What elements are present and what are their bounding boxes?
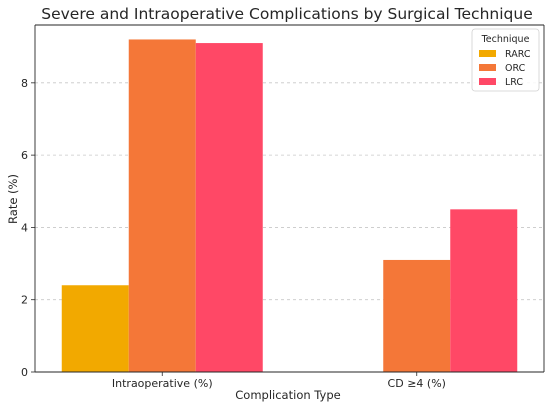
chart-title: Severe and Intraoperative Complications … <box>41 5 532 23</box>
legend: Technique RARC ORC LRC <box>471 28 540 92</box>
legend-box <box>471 28 540 92</box>
legend-swatch-lrc <box>479 78 496 85</box>
bar-rarc <box>61 285 129 372</box>
x-ticks: Intraoperative (%) CD ≥4 (%) <box>112 372 446 390</box>
x-tick-label: CD ≥4 (%) <box>388 377 446 390</box>
legend-label-rarc: RARC <box>505 49 531 60</box>
y-tick-label: 8 <box>21 77 28 90</box>
legend-label-orc: ORC <box>505 63 526 74</box>
y-axis-label: Rate (%) <box>6 174 20 224</box>
y-tick-label: 4 <box>21 221 28 234</box>
bars <box>61 39 518 373</box>
axes <box>34 24 545 373</box>
x-tick-label: Intraoperative (%) <box>112 377 213 390</box>
bar-orc <box>383 259 451 372</box>
legend-label-lrc: LRC <box>505 77 523 88</box>
legend-swatch-rarc <box>479 50 496 57</box>
bar-orc <box>128 39 196 372</box>
bar-lrc <box>450 209 518 372</box>
x-axis-label: Complication Type <box>235 388 340 402</box>
y-tick-label: 0 <box>21 366 28 379</box>
bar-lrc <box>195 43 263 373</box>
y-tick-label: 6 <box>21 149 28 162</box>
y-ticks: 0 2 4 6 8 <box>21 77 35 379</box>
y-tick-label: 2 <box>21 294 28 307</box>
legend-title: Technique <box>481 34 530 45</box>
legend-swatch-orc <box>479 64 496 71</box>
